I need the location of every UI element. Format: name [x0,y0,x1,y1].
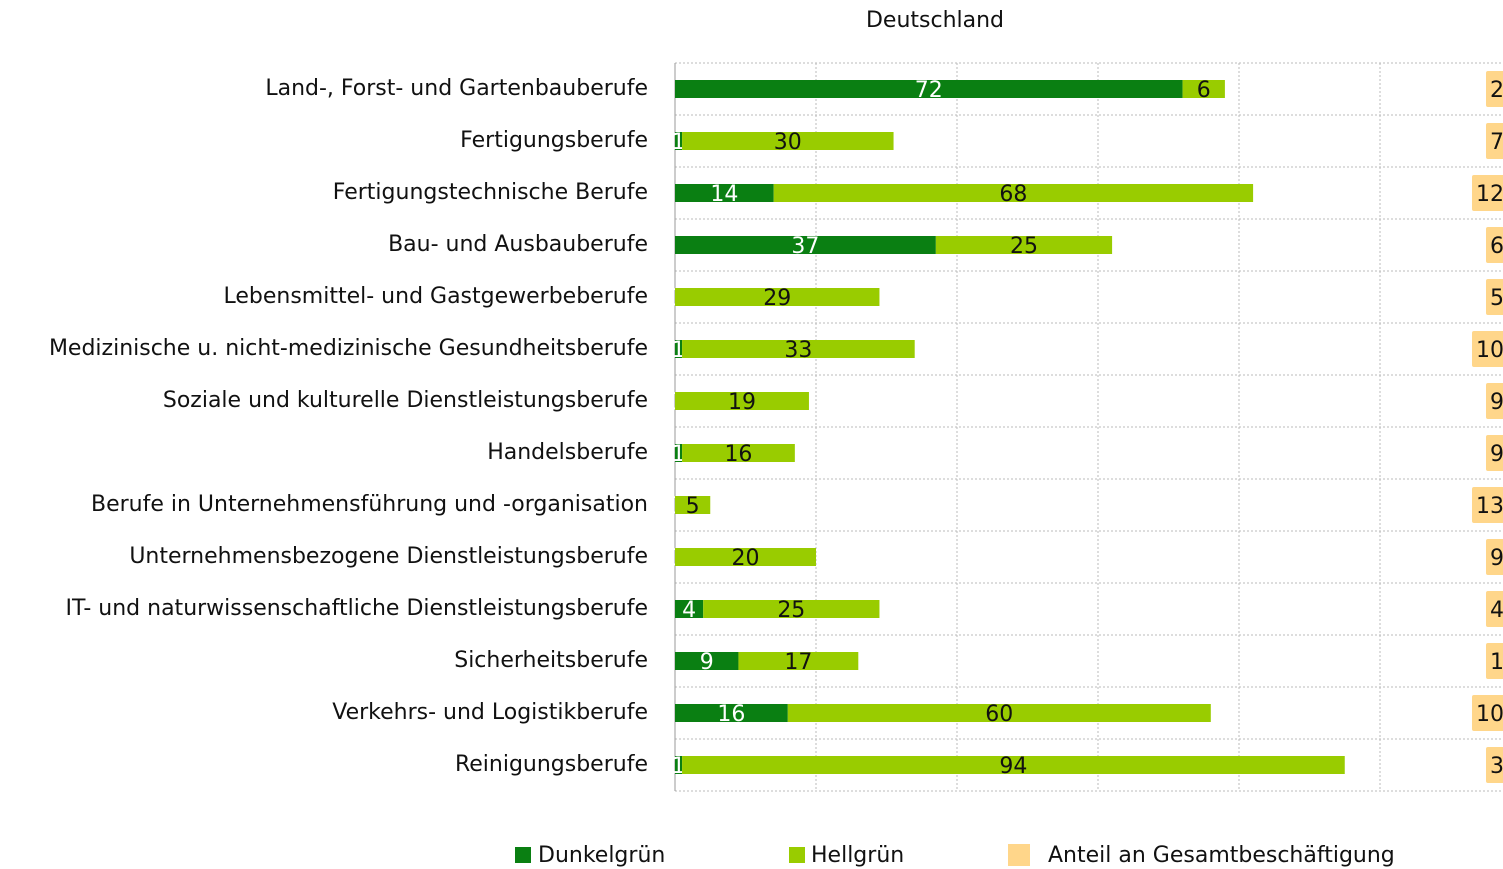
share-box [1486,435,1503,471]
share-label: 13 [1476,494,1503,519]
bar-segment [675,704,788,722]
bar-segment [682,756,1345,774]
bar-segment [773,184,1254,202]
bar-segment [675,392,809,410]
bar-segment [675,496,711,514]
share-label: 3 [1490,754,1503,779]
share-label: 2 [1490,78,1503,103]
data-label: 1 [672,130,686,155]
data-label: 60 [985,702,1013,727]
data-label: 1 [672,442,686,467]
share-box [1486,539,1503,575]
share-box [1486,591,1503,627]
data-label: 9 [700,650,714,675]
bar-segment [1182,80,1225,98]
y-tick-label: Unternehmensbezogene Dienstleistungsberu… [129,544,648,569]
share-label: 9 [1490,390,1503,415]
legend-label: Dunkelgrün [538,843,665,868]
data-label: 29 [763,286,791,311]
data-label: 25 [1010,234,1038,259]
bar-segment [935,236,1113,254]
y-tick-label: Reinigungsberufe [455,752,648,777]
share-box [1486,227,1503,263]
legend-label: Anteil an Gesamtbeschäftigung [1048,843,1395,868]
y-tick-label: Berufe in Unternehmensführung und -organ… [91,492,648,517]
chart-title: Deutschland [866,8,1004,33]
y-tick-label: Verkehrs- und Logistikberufe [332,700,648,725]
data-label: 17 [784,650,812,675]
y-tick-label: Fertigungstechnische Berufe [333,180,648,205]
bar-segment [787,704,1211,722]
bar-segment [682,340,915,358]
share-box [1486,383,1503,419]
share-box [1486,643,1503,679]
share-label: 9 [1490,546,1503,571]
share-label: 7 [1490,130,1503,155]
legend-swatch [1008,844,1030,866]
data-label: 68 [999,182,1027,207]
share-label: 6 [1490,234,1503,259]
bar-segment [675,756,683,774]
share-label: 9 [1490,442,1503,467]
share-box [1486,123,1503,159]
data-label: 33 [784,338,812,363]
data-label: 30 [774,130,802,155]
share-label: 4 [1490,598,1503,623]
bar-segment [738,652,859,670]
share-label: 1 [1490,650,1503,675]
bar-segment [703,600,880,618]
share-box [1486,71,1503,107]
y-tick-label: Land-, Forst- und Gartenbauberufe [265,76,648,101]
data-label: 72 [915,78,943,103]
share-label: 10 [1476,338,1503,363]
bar-segment [675,184,774,202]
bar-segment [682,444,795,462]
bar-segment [675,340,683,358]
data-label: 6 [1197,78,1211,103]
data-label: 94 [999,754,1027,779]
data-label: 1 [672,338,686,363]
y-tick-label: Lebensmittel- und Gastgewerbeberufe [224,284,649,309]
bar-segment [682,132,894,150]
data-label: 16 [724,442,752,467]
y-tick-label: Sicherheitsberufe [454,648,648,673]
legend-swatch [789,847,805,863]
data-label: 1 [672,754,686,779]
data-label: 25 [777,598,805,623]
data-label: 5 [686,494,700,519]
data-label: 37 [791,234,819,259]
y-tick-label: Fertigungsberufe [460,128,648,153]
bar-segment [675,236,936,254]
y-tick-label: IT- und naturwissenschaftliche Dienstlei… [65,596,648,621]
share-label: 12 [1476,182,1503,207]
bar-segment [675,80,1183,98]
bar-segment [675,600,704,618]
data-label: 14 [710,182,738,207]
bar-segment [675,444,683,462]
bar-segment [675,132,683,150]
data-label: 16 [717,702,745,727]
bar-segment [675,652,739,670]
y-tick-label: Soziale und kulturelle Dienstleistungsbe… [163,388,648,413]
data-label: 19 [728,390,756,415]
data-label: 4 [682,598,696,623]
share-box [1472,331,1503,367]
share-box [1486,279,1503,315]
legend-swatch [515,847,531,863]
share-box [1472,487,1503,523]
data-label: 20 [732,546,760,571]
share-label: 10 [1476,702,1503,727]
bar-segment [675,548,816,566]
share-box [1472,175,1503,211]
bar-segment [675,288,880,306]
share-box [1472,695,1503,731]
share-box [1486,747,1503,783]
y-tick-label: Handelsberufe [487,440,648,465]
y-tick-label: Medizinische u. nicht-medizinische Gesun… [49,336,648,361]
y-tick-label: Bau- und Ausbauberufe [388,232,648,257]
legend-label: Hellgrün [811,843,904,868]
share-label: 5 [1490,286,1503,311]
